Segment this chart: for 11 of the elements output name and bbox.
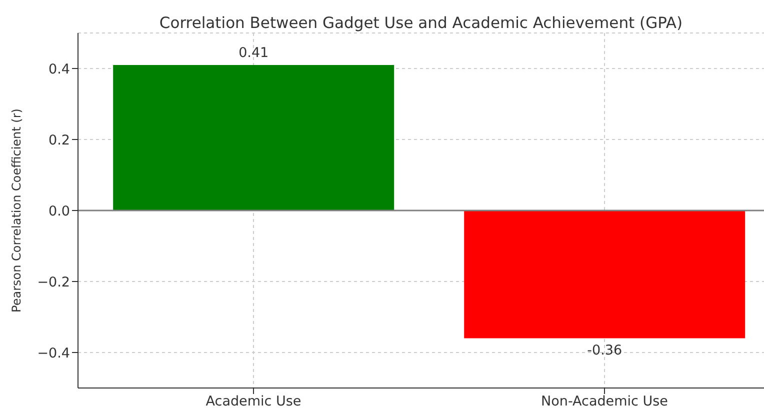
y-tick-label: 0.4 xyxy=(48,61,70,78)
y-axis-title: Pearson Correlation Coefficient (r) xyxy=(9,108,24,312)
y-tick-label: 0.0 xyxy=(48,203,70,220)
data-label: 0.41 xyxy=(238,44,269,61)
x-tick-label: Academic Use xyxy=(206,394,302,410)
y-tick-label: −0.4 xyxy=(37,345,70,362)
y-tick-label: 0.2 xyxy=(48,132,70,148)
x-tick-label: Non-Academic Use xyxy=(541,394,668,410)
y-tick-label: −0.2 xyxy=(37,274,70,290)
data-label: -0.36 xyxy=(587,342,622,358)
chart-title: Correlation Between Gadget Use and Academic Achievement (GPA) xyxy=(158,14,684,32)
